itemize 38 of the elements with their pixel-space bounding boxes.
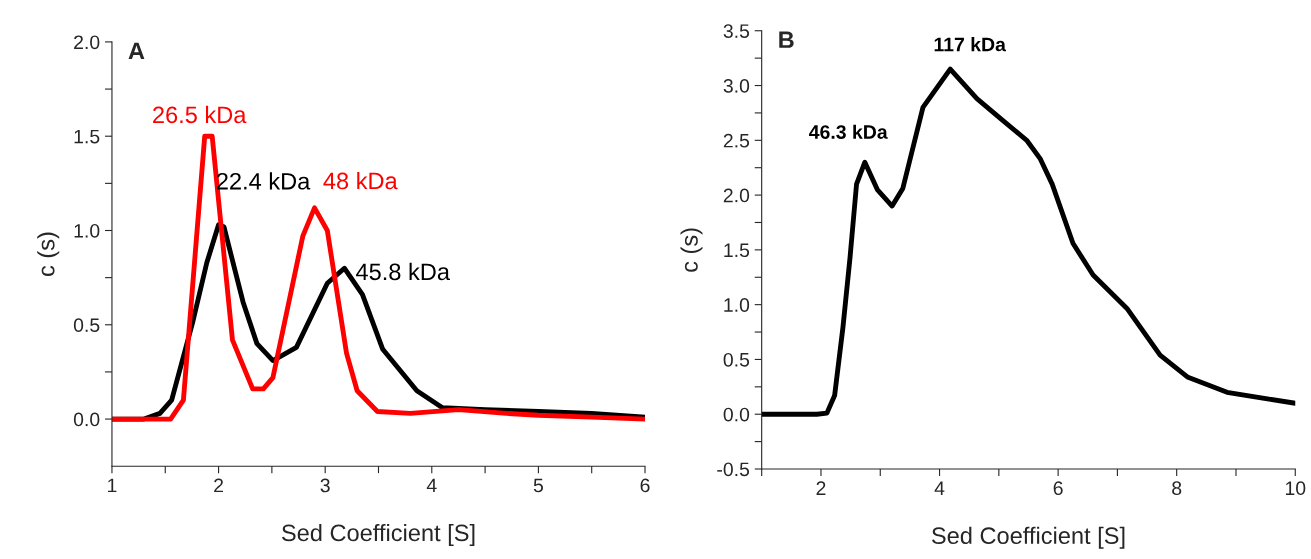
x-tick-label: 2 [214,478,223,493]
x-tick-label: 5 [533,478,543,493]
y-tick-label: 2.0 [723,188,750,203]
y-tick-label: 1.0 [724,298,750,312]
line-series [761,66,1296,417]
y-tick-label: 0.5 [723,352,750,367]
x-axis-title: Sed Coefficient [S] [281,523,475,546]
y-tick-label: 0.0 [723,407,750,422]
y-axis-title: c (s) [680,228,703,272]
x-tick-label: 4 [426,478,437,493]
y-tick-label: 1.5 [724,243,750,258]
y-tick-label: 3.5 [723,24,750,38]
x-axis-title: Sed Coefficient [S] [931,526,1125,549]
annotation: 48 kDa [323,171,398,190]
x-tick-label: 10 [1285,481,1306,496]
x-tick-label: 6 [1053,481,1063,496]
x-tick-label: 8 [1172,481,1182,496]
annotation: 46.3 kDa [809,124,888,139]
y-tick-label: 2.0 [74,35,100,50]
chart-title: A [128,42,145,60]
x-tick-label: 6 [640,478,650,493]
annotation: 117 kDa [934,37,1007,52]
line-series [111,133,646,422]
x-tick-label: 3 [320,478,330,493]
y-tick-label: 2.5 [723,133,750,148]
x-tick-label: 4 [934,481,945,495]
y-tick-label: -0.5 [717,462,750,477]
y-tick-label: 0.0 [73,412,100,427]
annotation: 45.8 kDa [356,262,450,281]
annotation: 26.5 kDa [153,105,247,124]
x-tick-label: 1 [108,478,117,493]
chart-title: B [779,31,794,48]
y-tick-label: 1.5 [74,129,100,144]
y-tick-label: 3.0 [723,78,750,93]
x-tick-label: 2 [816,481,826,495]
y-tick-label: 1.0 [74,223,100,238]
y-axis-title: c (s) [37,232,60,277]
y-tick-label: 0.5 [73,318,100,333]
